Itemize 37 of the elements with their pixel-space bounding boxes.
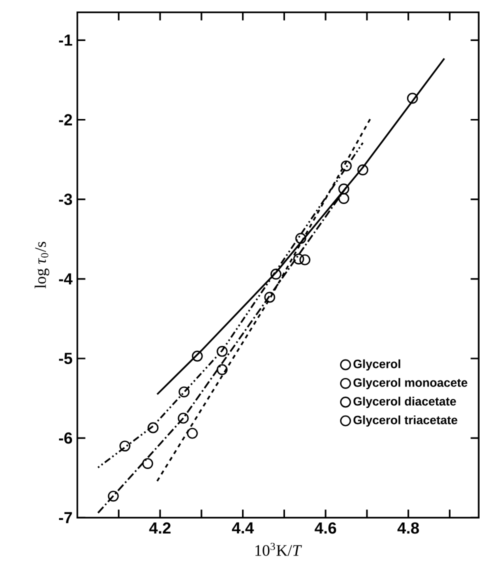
legend-label: Glycerol diacetate: [354, 396, 456, 408]
legend-label: Glycerol triacetate: [354, 415, 458, 427]
point: [142, 458, 154, 470]
point: [264, 292, 276, 303]
point: [216, 346, 228, 357]
point: [340, 160, 352, 172]
y-tick-label: -5: [59, 352, 72, 364]
y-tick-label: -1: [59, 34, 72, 46]
point: [216, 364, 228, 376]
x-tick-label: 4.6: [314, 522, 336, 534]
point: [406, 92, 418, 104]
legend-label: Glycerol: [354, 359, 400, 371]
point: [357, 164, 368, 176]
point: [178, 386, 190, 398]
y-tick-label: -4: [59, 273, 73, 284]
y-tick-label: -7: [59, 512, 72, 524]
y-tick-label: -3: [59, 194, 72, 206]
point: [192, 350, 203, 362]
y-axis-title: log τ$_{0}$/s: [34, 242, 50, 288]
point: [338, 184, 350, 194]
point: [338, 193, 350, 204]
y-tick-label: -6: [59, 432, 72, 444]
point: [148, 422, 159, 434]
y-tick-label: -2: [59, 114, 72, 126]
x-axis-title: 10$^{3}$K/T: [255, 542, 302, 556]
x-tick-label: 4.8: [397, 522, 419, 534]
point: [295, 232, 306, 244]
point: [299, 254, 310, 266]
point: [178, 412, 189, 424]
point: [119, 440, 130, 452]
point: [270, 268, 282, 280]
point: [108, 490, 119, 502]
x-tick-label: 4.4: [232, 522, 254, 534]
x-tick-label: 4.2: [149, 522, 171, 534]
point: [293, 254, 304, 264]
legend-label: Glycerol monoacete: [354, 378, 468, 390]
point: [186, 428, 198, 439]
